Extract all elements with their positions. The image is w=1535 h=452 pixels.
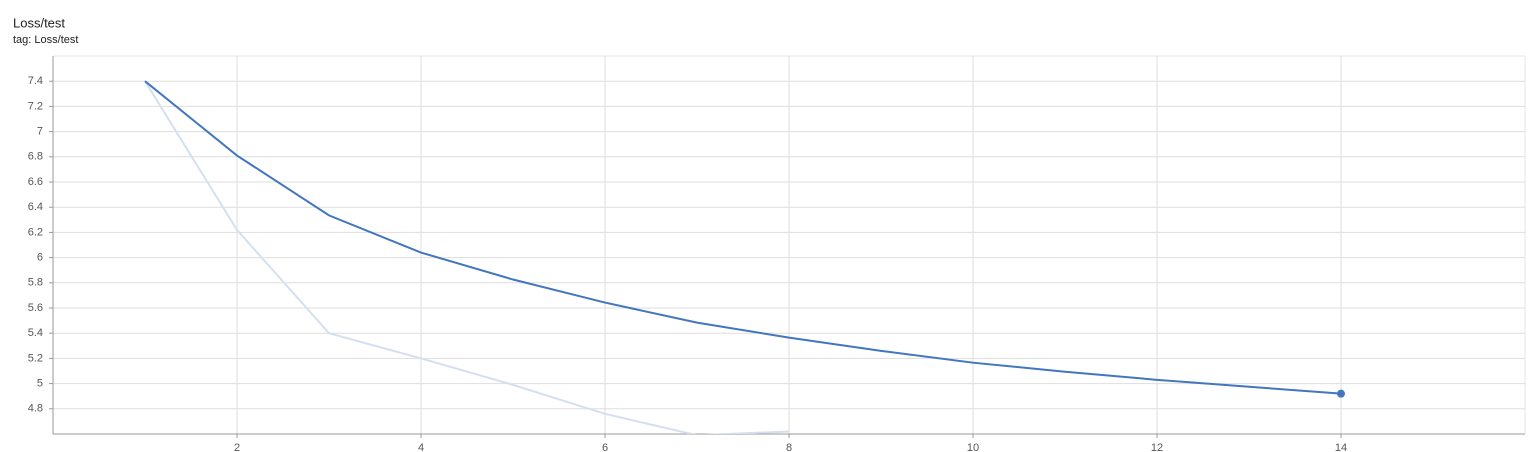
y-tick-label: 6.6 (28, 176, 43, 188)
x-tick-label: 6 (602, 442, 608, 452)
line (144, 80, 1342, 395)
x-tick-label: 4 (418, 442, 424, 452)
y-tick-label: 7.2 (28, 100, 43, 112)
y-tick-label: 5 (37, 378, 43, 390)
x-tick-label: 2 (234, 442, 240, 452)
y-tick-label: 6.2 (28, 226, 43, 238)
chart-subtitle: tag: Loss/test (13, 34, 78, 46)
x-tick-label: 10 (967, 442, 979, 452)
x-tick-label: 8 (786, 442, 792, 452)
y-tick-label: 7.4 (28, 75, 43, 87)
chart-title: Loss/test (13, 15, 65, 30)
x-tick-label: 14 (1335, 442, 1347, 452)
y-tick-label: 5.2 (28, 352, 43, 364)
y-tick-label: 5.4 (28, 327, 43, 339)
x-tick-label: 12 (1151, 442, 1163, 452)
end-point (1337, 389, 1345, 398)
line (144, 80, 790, 434)
y-tick-label: 5.8 (28, 277, 43, 289)
y-tick-label: 6 (37, 252, 43, 264)
y-tick-label: 6.8 (28, 151, 43, 163)
y-tick-label: 6.4 (28, 201, 43, 213)
y-tick-label: 7 (37, 126, 43, 138)
y-tick-label: 5.6 (28, 302, 43, 314)
y-tick-label: 4.8 (28, 403, 43, 415)
